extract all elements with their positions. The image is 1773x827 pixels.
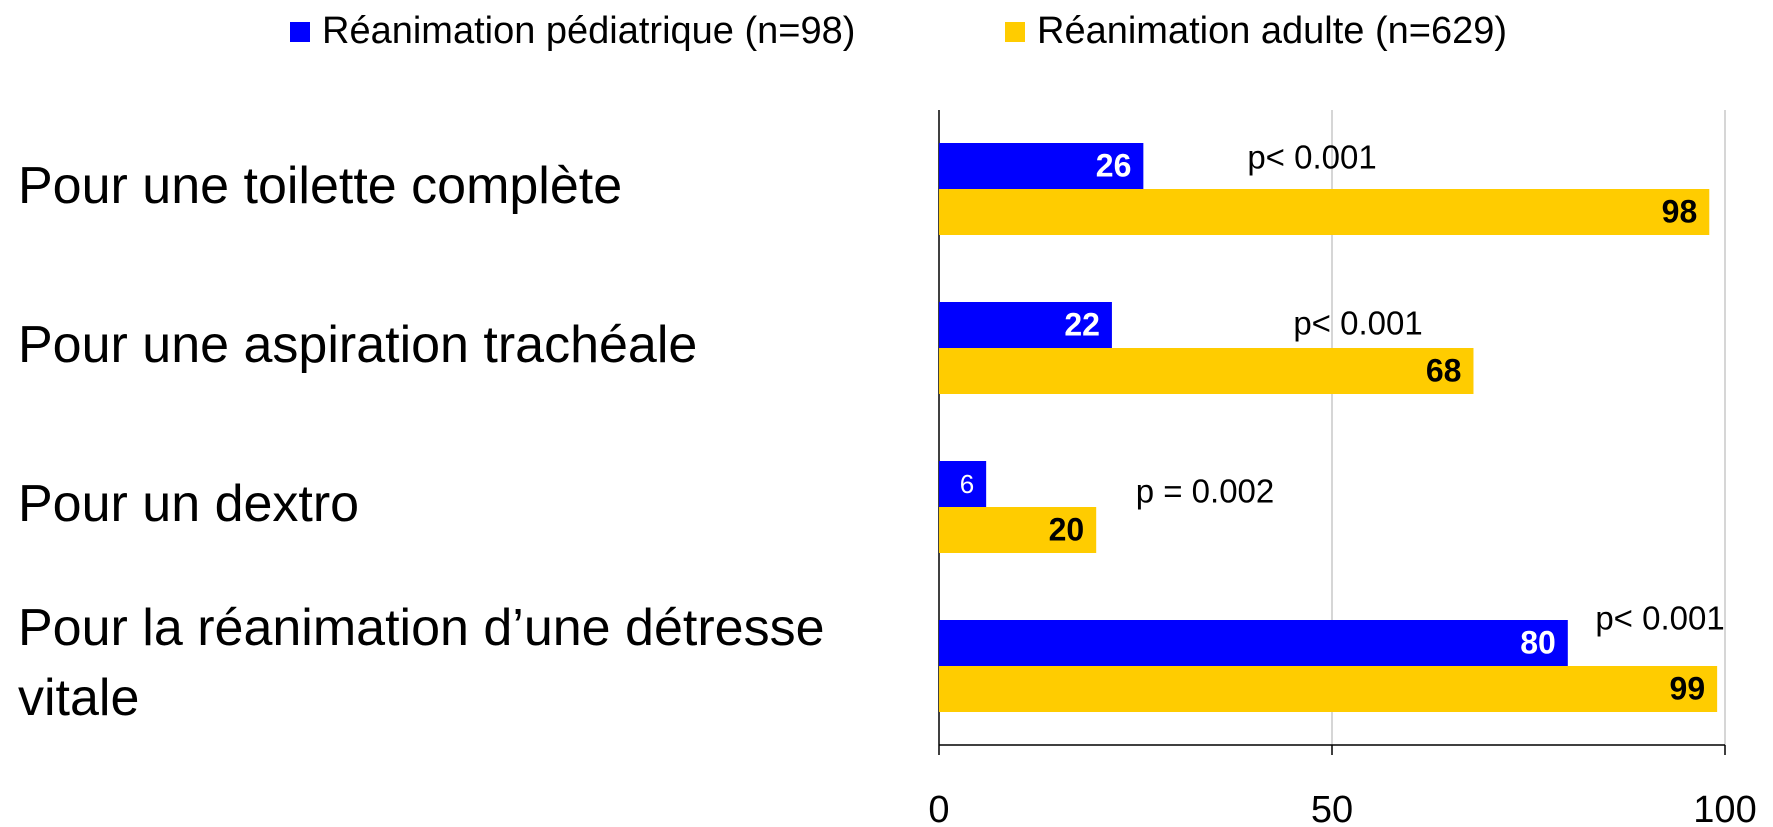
bar bbox=[939, 507, 1097, 553]
annotation: p< 0.001 bbox=[1595, 600, 1724, 637]
data-label: 22 bbox=[1064, 306, 1100, 342]
category-label: Pour une aspiration trachéale bbox=[18, 316, 697, 374]
legend-swatch bbox=[1005, 22, 1025, 42]
legend-label: Réanimation pédiatrique (n=98) bbox=[322, 10, 855, 52]
x-tick-label: 100 bbox=[1693, 789, 1756, 827]
bar bbox=[939, 348, 1474, 394]
legend-label: Réanimation adulte (n=629) bbox=[1037, 10, 1507, 52]
bar bbox=[939, 620, 1568, 666]
data-label: 6 bbox=[960, 469, 974, 499]
category-line: Pour un dextro bbox=[18, 475, 359, 533]
data-label: 80 bbox=[1520, 624, 1556, 660]
data-label: 99 bbox=[1670, 670, 1706, 706]
category-label: Pour un dextro bbox=[18, 475, 359, 533]
category-label: Pour la réanimation d’une détresse vitale bbox=[18, 599, 824, 727]
data-label: 20 bbox=[1049, 511, 1085, 547]
bar bbox=[939, 143, 1144, 189]
bar bbox=[939, 189, 1710, 235]
bar bbox=[939, 461, 987, 507]
data-label: 68 bbox=[1426, 352, 1462, 388]
annotation: p = 0.002 bbox=[1136, 473, 1275, 510]
data-label: 26 bbox=[1096, 147, 1132, 183]
annotation: p< 0.001 bbox=[1293, 305, 1422, 342]
category-line: Pour la réanimation d’une détresse bbox=[18, 599, 824, 657]
bar bbox=[939, 666, 1718, 712]
category-line: Pour une aspiration trachéale bbox=[18, 316, 697, 374]
x-tick-label: 0 bbox=[928, 789, 949, 827]
legend-swatch bbox=[290, 22, 310, 42]
category-line: vitale bbox=[18, 669, 139, 727]
category-line: Pour une toilette complète bbox=[18, 157, 622, 215]
data-label: 98 bbox=[1662, 193, 1698, 229]
annotation: p< 0.001 bbox=[1247, 139, 1376, 176]
x-tick-label: 50 bbox=[1311, 789, 1353, 827]
category-label: Pour une toilette complète bbox=[18, 157, 622, 215]
bar bbox=[939, 302, 1112, 348]
